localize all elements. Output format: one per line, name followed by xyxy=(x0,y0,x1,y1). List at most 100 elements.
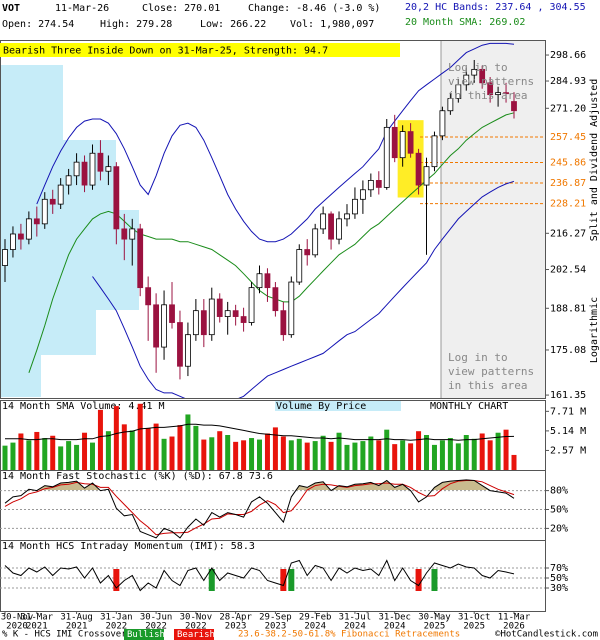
stoch-fill-area xyxy=(28,479,490,490)
y-tick-label: 216.27 xyxy=(550,228,586,239)
volume-sma-line xyxy=(5,423,515,441)
y-tick-label: 202.54 xyxy=(550,265,586,276)
candle-body xyxy=(33,218,40,225)
volume-bar xyxy=(225,435,231,470)
overlay-line xyxy=(28,112,515,373)
stoch-plot xyxy=(4,479,515,539)
x-tick-year: 2024 xyxy=(384,622,406,632)
y-tick-label: 188.81 xyxy=(550,303,586,314)
candle-body xyxy=(153,304,160,348)
x-tick-label: 30-May xyxy=(418,613,451,623)
candle-body xyxy=(344,213,350,220)
volume-bar xyxy=(384,429,390,470)
x-tick-year: 2022 xyxy=(145,622,167,632)
crossover-bullish xyxy=(208,569,215,591)
volume-bar xyxy=(177,425,183,470)
y-tick-label: 271.20 xyxy=(550,103,586,114)
volume-bar xyxy=(272,427,278,470)
x-tick-label: 31-Dec xyxy=(378,613,411,623)
candle-body xyxy=(97,152,104,172)
bearish-label: Bearish xyxy=(177,630,215,640)
crossover-bearish xyxy=(415,569,422,591)
x-tick-year: 2022 xyxy=(185,622,207,632)
fib-label: 245.86 xyxy=(550,157,586,168)
imi-title: 14 Month HCS Intraday Momentum (IMI): 58… xyxy=(2,541,255,552)
crossover-bullish xyxy=(288,569,295,591)
volume-bar xyxy=(89,442,95,470)
candle-body xyxy=(200,310,207,336)
crossover-bullish xyxy=(431,569,438,591)
x-tick-label: 29-Sep xyxy=(259,613,292,623)
x-tick-year: 2026 xyxy=(503,622,525,632)
candle-body xyxy=(192,310,199,336)
fib-label: 23.6-38.2-50-61.8% Fibonacci Retracement… xyxy=(238,630,460,640)
candle-body xyxy=(391,126,398,159)
x-tick-year: 2024 xyxy=(344,622,366,632)
candle-body xyxy=(511,101,517,112)
volume-bar xyxy=(201,439,207,470)
candle-body xyxy=(455,84,462,100)
x-tick-year: 2024 xyxy=(304,622,326,632)
candle-body xyxy=(407,131,414,154)
vbp-bar xyxy=(1,65,63,140)
volume-bar xyxy=(360,441,366,470)
annotation-banner xyxy=(0,43,400,57)
x-tick-year: 2023 xyxy=(225,622,247,632)
volume-bar xyxy=(257,439,262,470)
volume-tick-label: 2.57 M xyxy=(550,445,586,456)
volume-tick-label: 5.14 M xyxy=(550,426,586,437)
volume-bar xyxy=(376,440,382,470)
volume-bar xyxy=(288,440,294,470)
volume-bar xyxy=(233,441,239,470)
login-notice: Log in to xyxy=(448,351,508,364)
volume-bar xyxy=(368,436,374,470)
x-tick-year: 2021 xyxy=(66,622,88,632)
x-tick-label: 30-Nov xyxy=(180,613,213,623)
imi-line xyxy=(4,559,515,592)
candle-body xyxy=(304,249,311,256)
candle-body xyxy=(320,213,327,230)
open: Open: 274.54 xyxy=(2,19,74,30)
candle-body xyxy=(49,198,56,205)
login-notice: view patterns xyxy=(448,365,534,378)
candle-body xyxy=(503,92,509,95)
candle-body xyxy=(105,166,112,172)
stoch-d-line xyxy=(4,480,515,536)
scale-label: Logarithmic xyxy=(589,297,600,363)
candle-body xyxy=(185,334,191,367)
candle-body xyxy=(113,166,120,230)
volume-bar xyxy=(129,430,135,470)
candle-body xyxy=(471,68,478,76)
x-tick-label: 30-Jun xyxy=(140,613,173,623)
volume-bar xyxy=(320,435,326,470)
volume-bar xyxy=(42,438,48,470)
x-tick-year: 2025 xyxy=(463,622,485,632)
candle-body xyxy=(336,218,342,240)
x-tick-year: 2020 xyxy=(6,622,28,632)
volume-bar xyxy=(97,409,103,470)
volume-bar xyxy=(264,433,270,470)
candle-body xyxy=(41,198,48,225)
x-tick-label: 31-Aug xyxy=(60,613,93,623)
sma-legend: 20 Month SMA: 269.02 xyxy=(405,17,525,28)
candle-body xyxy=(208,298,215,336)
stoch-k-line xyxy=(4,479,515,539)
volume-bar xyxy=(10,442,16,470)
volume-bar xyxy=(336,432,342,470)
volume-bar xyxy=(82,432,88,470)
stoch-tick-label: 80% xyxy=(550,486,568,497)
x-tick-label: 31-Mar xyxy=(21,613,54,623)
candle-body xyxy=(399,131,406,159)
y-tick-label: 298.66 xyxy=(550,50,586,61)
volume-bar xyxy=(193,425,199,470)
candle-body xyxy=(18,233,24,240)
volume-bar xyxy=(511,454,517,470)
volume-bar xyxy=(161,438,167,470)
x-tick-year: 2022 xyxy=(106,622,128,632)
candle-body xyxy=(177,322,183,367)
candle-body xyxy=(431,135,438,168)
volume-bar xyxy=(74,444,80,470)
volume-bar xyxy=(431,444,437,470)
candle-body xyxy=(169,304,175,323)
